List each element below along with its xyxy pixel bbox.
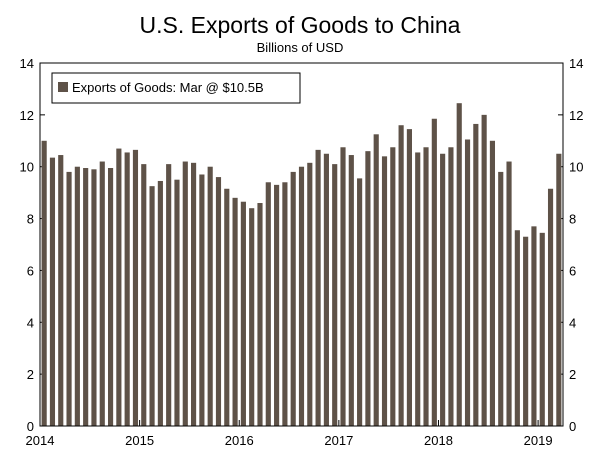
bar <box>373 134 379 426</box>
bar <box>116 148 122 427</box>
bar <box>431 118 437 426</box>
bar <box>498 171 504 426</box>
bar <box>556 153 562 426</box>
bar <box>224 188 230 426</box>
bar <box>531 226 537 426</box>
bar <box>473 123 479 427</box>
bar <box>440 153 446 426</box>
bar <box>141 164 147 426</box>
bar <box>182 161 188 426</box>
bar <box>107 168 114 426</box>
y-tick-label-right: 2 <box>569 367 576 382</box>
bar <box>315 149 321 426</box>
bar <box>340 147 346 426</box>
bar <box>298 166 305 426</box>
y-tick-label-left: 4 <box>27 315 34 330</box>
y-tick-label-right: 14 <box>569 56 583 71</box>
y-tick-label-left: 12 <box>20 108 34 123</box>
y-tick-label-right: 0 <box>569 419 576 434</box>
y-tick-label-left: 8 <box>27 212 34 227</box>
bar <box>539 232 545 426</box>
y-tick-label-right: 8 <box>569 212 576 227</box>
bar <box>49 157 56 426</box>
bar <box>365 151 371 426</box>
right-y-axis: 0 2 4 6 8 10 12 14 <box>558 56 583 434</box>
y-tick-label-right: 4 <box>569 315 576 330</box>
bar <box>91 169 97 427</box>
bar <box>41 140 47 427</box>
bar <box>514 230 520 426</box>
bar <box>124 152 130 427</box>
bar <box>274 184 280 426</box>
bar <box>307 162 313 426</box>
bar <box>58 155 64 426</box>
bar <box>83 168 89 426</box>
bar <box>132 149 139 426</box>
bar <box>257 203 263 426</box>
bar <box>398 125 404 426</box>
y-tick-label-left: 14 <box>20 56 34 71</box>
y-tick-label-left: 0 <box>27 419 34 434</box>
chart-subtitle: Billions of USD <box>257 40 344 55</box>
x-tick-label: 2018 <box>424 433 453 448</box>
y-tick-label-left: 10 <box>20 160 34 175</box>
plot-frame <box>39 62 564 427</box>
bar <box>489 140 496 427</box>
y-tick-label-right: 10 <box>569 160 583 175</box>
bar <box>166 164 172 426</box>
left-y-axis: 0 2 4 6 8 10 12 14 <box>20 56 45 434</box>
bar <box>448 147 454 426</box>
bar <box>282 182 288 426</box>
bar <box>232 197 238 426</box>
bar <box>174 179 180 426</box>
bar <box>66 171 72 426</box>
legend-swatch <box>58 82 68 92</box>
bar <box>290 171 296 426</box>
bar <box>456 103 462 427</box>
y-tick-label-left: 6 <box>27 263 34 278</box>
bar <box>464 139 471 426</box>
x-tick-label: 2017 <box>324 433 353 448</box>
y-tick-label-right: 12 <box>569 108 583 123</box>
bar <box>157 180 163 426</box>
x-axis: 2014 2015 2016 2017 2018 2019 <box>26 420 553 448</box>
bar <box>199 174 205 426</box>
bar <box>506 161 512 426</box>
bar <box>323 153 329 426</box>
bars <box>41 103 562 427</box>
bar <box>240 201 246 426</box>
bar <box>99 161 105 426</box>
x-tick-label: 2016 <box>225 433 254 448</box>
bar <box>215 177 222 426</box>
bar <box>249 208 255 426</box>
chart-title: U.S. Exports of Goods to China <box>140 12 461 38</box>
bar <box>149 186 155 426</box>
legend-label: Exports of Goods: Mar @ $10.5B <box>72 80 264 95</box>
bar <box>390 147 396 426</box>
bar <box>423 147 429 426</box>
legend-box <box>51 72 301 104</box>
legend: Exports of Goods: Mar @ $10.5B <box>51 72 301 104</box>
bar <box>357 178 363 426</box>
y-tick-label-left: 2 <box>27 367 34 382</box>
bar <box>265 182 271 426</box>
bar <box>348 155 354 426</box>
x-tick-label: 2014 <box>26 433 55 448</box>
bar <box>332 164 338 426</box>
bar <box>74 166 80 426</box>
bar <box>547 188 554 426</box>
y-tick-label-right: 6 <box>569 263 576 278</box>
bar <box>523 236 529 426</box>
x-tick-label: 2015 <box>125 433 154 448</box>
bar <box>481 114 487 426</box>
bar <box>191 162 197 426</box>
bar <box>381 156 388 427</box>
x-tick-label: 2019 <box>524 433 553 448</box>
bar <box>207 166 213 426</box>
bar <box>406 129 412 426</box>
bar <box>415 152 421 427</box>
